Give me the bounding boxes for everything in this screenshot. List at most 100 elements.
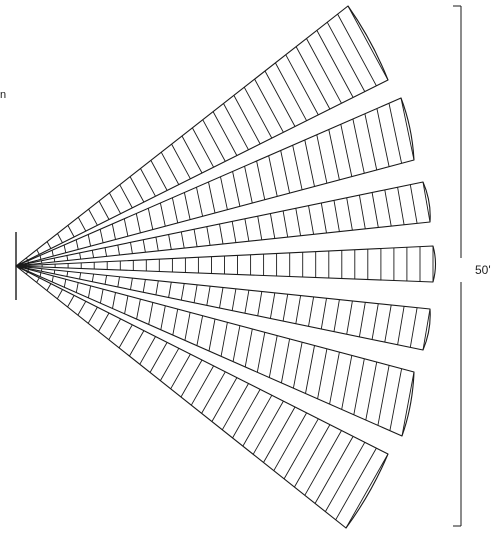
zone-hatch-line: [99, 201, 109, 220]
zone-hatch-line: [143, 279, 145, 292]
zone-hatch-line: [265, 71, 295, 127]
zone-hatch-line: [197, 187, 203, 216]
zone-hatch-line: [257, 332, 265, 372]
zone-hatch-line: [149, 302, 153, 324]
zone-hatch-line: [293, 342, 302, 388]
zone-hatch-line: [365, 114, 377, 170]
zone-hatch-line: [100, 229, 103, 243]
zone-hatch-line: [224, 104, 249, 150]
zone-hatch-line: [253, 401, 283, 454]
cropped-text-fragment: n: [0, 89, 6, 101]
zone-hatch-line: [389, 103, 402, 163]
zone-hatch-line: [92, 250, 93, 257]
zone-hatch-line: [410, 308, 417, 348]
zone-hatch-line: [80, 273, 81, 279]
zone-hatch-line: [129, 331, 144, 357]
zone-hatch-line: [67, 271, 68, 276]
zone-hatch-line: [40, 273, 41, 277]
zone-hatch-line: [130, 177, 144, 203]
zone-hatch-line: [275, 63, 306, 121]
zone-hatch-line: [378, 365, 389, 425]
zone-hatch-line: [377, 109, 389, 167]
zone-hatch-line: [353, 119, 364, 173]
zone-hatch-line: [78, 301, 86, 315]
zone-hatch-line: [220, 288, 224, 309]
zone-hatch-line: [234, 95, 260, 143]
zone-hatch-line: [112, 224, 115, 240]
zone-hatch-line: [401, 98, 414, 160]
zone-outline: [16, 6, 388, 266]
zone-hatch-line: [119, 325, 132, 348]
zone-hatch-line: [283, 294, 288, 321]
zone-hatch-line: [372, 304, 378, 340]
zone-hatch-line: [307, 39, 342, 104]
zone-hatch-line: [37, 250, 40, 255]
zone-hatch-line: [47, 284, 51, 291]
zone-hatch-line: [41, 269, 42, 272]
zone-hatch-line: [161, 306, 166, 330]
zone-hatch-line: [305, 140, 315, 187]
zone-hatch-line: [372, 193, 378, 228]
zone-hatch-line: [118, 245, 120, 255]
zone-hatch-line: [222, 384, 248, 430]
zone-hatch-line: [233, 389, 261, 438]
zone-hatch-line: [54, 258, 55, 262]
zone-hatch-line: [68, 225, 74, 237]
zone-hatch-line: [354, 359, 365, 415]
zone-outline: [16, 266, 388, 528]
zone-hatch-line: [269, 336, 277, 378]
detection-zone: [16, 246, 436, 282]
zone-hatch-line: [385, 305, 391, 342]
zone-hatch-line: [120, 185, 133, 208]
zone-hatch-line: [347, 301, 353, 334]
zone-hatch-line: [207, 227, 210, 246]
dimension-bracket: [453, 6, 461, 526]
zone-hatch-line: [294, 425, 330, 488]
zone-hatch-line: [398, 187, 405, 225]
zone-hatch-line: [245, 166, 253, 203]
zone-hatch-line: [124, 219, 128, 236]
zone-hatch-line: [329, 130, 340, 180]
zone-hatch-line: [37, 278, 40, 283]
zone-hatch-line: [212, 378, 237, 422]
zone-hatch-line: [284, 419, 318, 479]
zone-hatch-line: [232, 289, 236, 311]
zone-hatch-line: [57, 290, 62, 299]
zone-hatch-line: [40, 256, 41, 260]
zone-hatch-line: [143, 240, 145, 253]
zone-hatch-line: [207, 286, 210, 305]
zone-hatch-line: [306, 346, 315, 394]
zone-hatch-line: [194, 229, 197, 247]
zone-hatch-line: [160, 203, 165, 226]
zone-hatch-line: [213, 112, 237, 156]
zone-hatch-line: [140, 337, 156, 365]
zone-hatch-line: [269, 156, 278, 197]
zone-hatch-line: [258, 292, 262, 316]
zone-hatch-line: [171, 354, 191, 389]
zone-hatch-line: [76, 240, 78, 250]
zone-hatch-line: [330, 352, 340, 404]
zone-hatch-line: [156, 281, 158, 295]
zone-hatch-line: [321, 203, 326, 233]
zone-hatch-line: [317, 135, 327, 183]
zone-hatch-line: [293, 145, 302, 190]
zone-hatch-line: [202, 372, 226, 414]
zone-outline: [16, 246, 436, 282]
zone-hatch-line: [245, 329, 252, 367]
zone-hatch-line: [220, 224, 224, 244]
zone-hatch-line: [296, 47, 330, 110]
zone-hatch-line: [150, 342, 167, 372]
zone-hatch-line: [309, 206, 314, 235]
zone-hatch-line: [366, 362, 377, 420]
detection-zone: [16, 98, 414, 266]
zone-hatch-line: [317, 30, 353, 97]
detection-zone: [16, 6, 388, 266]
zone-hatch-line: [221, 322, 227, 356]
zone-hatch-line: [52, 250, 53, 256]
zone-hatch-line: [194, 285, 197, 303]
zone-hatch-line: [92, 274, 93, 282]
zone-hatch-line: [255, 79, 284, 132]
zone-hatch-line: [184, 193, 190, 220]
